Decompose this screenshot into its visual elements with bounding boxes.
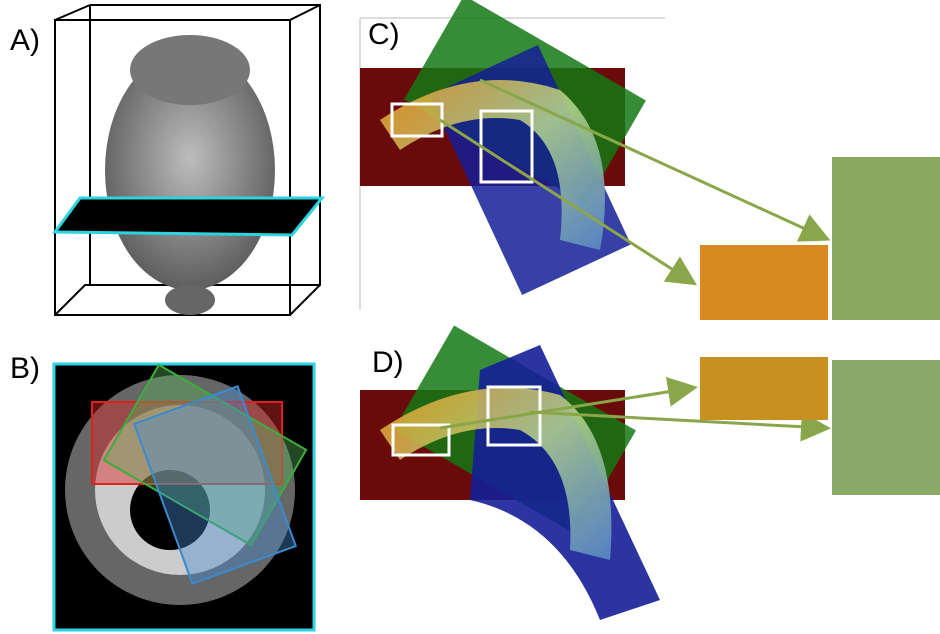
panel-label: C) — [368, 18, 400, 51]
panel-c: C) — [360, 0, 940, 320]
panel-b: B) — [10, 352, 314, 630]
figure: A) B) C) D) — [0, 0, 940, 634]
panel-label: B) — [10, 352, 40, 385]
panel-d: D) — [360, 326, 940, 620]
panel-label: A) — [10, 24, 40, 57]
panel-label: D) — [372, 346, 404, 379]
panel-a: A) — [10, 5, 322, 315]
